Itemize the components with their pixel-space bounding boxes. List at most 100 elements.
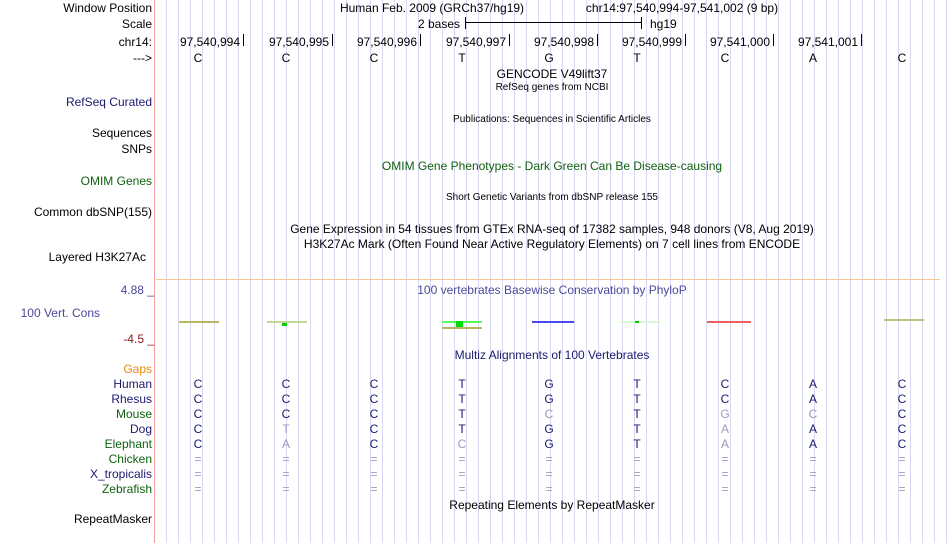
alignment-base: T [282,422,290,436]
track-title-h3k27ac[interactable]: H3K27Ac Mark (Often Found Near Active Re… [303,237,801,251]
label-window-position[interactable]: Window Position [63,1,152,15]
alignment-base: = [898,467,906,481]
alignment-base: C [720,392,730,406]
alignment-base: T [633,377,641,391]
species-label-dog[interactable]: Dog [129,422,152,436]
track-title-publications[interactable]: Publications: Sequences in Scientific Ar… [453,114,651,125]
alignment-base: T [458,422,466,436]
label-scale[interactable]: Scale [121,17,152,31]
species-label-mouse[interactable]: Mouse [115,407,152,421]
phylop-bar [707,321,751,323]
alignment-base: = [458,467,466,481]
scale-bar [465,17,642,29]
alignment-base: = [898,482,906,496]
label-omim[interactable]: OMIM Genes [80,174,152,188]
alignment-base: T [633,407,641,421]
label-snps[interactable]: SNPs [121,142,152,156]
phylop-bar [532,321,574,323]
label-strand[interactable]: ---> [133,51,152,65]
alignment-base: = [633,467,641,481]
track-title-dbsnp[interactable]: Short Genetic Variants from dbSNP releas… [446,192,658,203]
position-tick [773,34,774,46]
label-divider [154,0,155,543]
species-label-elephant[interactable]: Elephant [104,437,152,451]
species-label-x_tropicalis[interactable]: X_tropicalis [89,467,152,481]
phylop-bar [179,321,219,323]
alignment-base: A [808,392,818,406]
region-title: chr14:97,540,994-97,541,002 (9 bp) [585,1,779,15]
phylop-bar [267,321,307,323]
position-tick [509,34,510,46]
label-repeatmasker[interactable]: RepeatMasker [73,512,152,526]
base-letter: G [544,51,554,65]
track-title-omim[interactable]: OMIM Gene Phenotypes - Dark Green Can Be… [381,159,723,173]
alignment-base: = [633,482,641,496]
species-label-zebrafish[interactable]: Zebrafish [101,482,152,496]
alignment-base: = [721,482,729,496]
alignment-base: C [720,377,730,391]
alignment-base: C [369,392,379,406]
track-title-gtex[interactable]: Gene Expression in 54 tissues from GTEx … [290,222,814,236]
alignment-base: G [544,422,554,436]
alignment-base: T [633,422,641,436]
alignment-base: = [545,452,553,466]
species-label-human[interactable]: Human [113,377,152,391]
alignment-base: T [458,377,466,391]
alignment-base: = [194,482,202,496]
alignment-base: A [720,437,730,451]
alignment-base: A [281,437,291,451]
alignment-base: = [809,482,817,496]
alignment-base: C [281,407,291,421]
alignment-base: C [897,407,907,421]
position-label: 97,541,000 [709,35,770,49]
alignment-base: = [721,452,729,466]
phylop-bar [442,327,482,329]
position-tick [861,34,862,46]
alignment-base: C [457,437,467,451]
alignment-base: = [545,467,553,481]
alignment-base: = [809,452,817,466]
alignment-base: C [193,407,203,421]
alignment-base: T [633,392,641,406]
position-label: 97,540,999 [621,35,682,49]
position-label: 97,540,996 [356,35,417,49]
alignment-base: C [897,437,907,451]
alignment-base: T [458,392,466,406]
base-letter: C [897,51,907,65]
alignment-base: A [808,377,818,391]
track-title-repeatmasker[interactable]: Repeating Elements by RepeatMasker [449,498,655,512]
label-refseq[interactable]: RefSeq Curated [65,95,152,109]
alignment-base: C [808,407,818,421]
track-title-phylop[interactable]: 100 vertebrates Basewise Conservation by… [417,283,687,297]
alignment-base: C [193,437,203,451]
alignment-base: = [370,467,378,481]
alignment-base: G [544,437,554,451]
alignment-base: = [458,482,466,496]
base-letter: T [633,51,641,65]
label-sequences[interactable]: Sequences [91,126,152,140]
species-label-rhesus[interactable]: Rhesus [111,392,152,406]
species-label-chicken[interactable]: Chicken [108,452,152,466]
alignment-base: C [897,422,907,436]
scale-db: hg19 [650,17,677,31]
cons-max: 4.88 _ [120,283,154,297]
alignment-base: = [282,467,290,481]
phylop-bar [884,319,924,321]
alignment-base: C [369,422,379,436]
label-chrom[interactable]: chr14: [118,35,152,49]
track-title-multiz[interactable]: Multiz Alignments of 100 Vertebrates [454,348,650,362]
label-h3k27ac[interactable]: Layered H3K27Ac [48,250,146,264]
label-cons[interactable]: 100 Vert. Cons [20,306,100,320]
phylop-bar [456,321,463,327]
alignment-base: = [370,452,378,466]
track-title-refseq[interactable]: RefSeq genes from NCBI [495,82,609,93]
alignment-base: C [193,422,203,436]
alignment-base: = [458,452,466,466]
scale-text: 2 bases [417,17,460,31]
alignment-base: = [633,452,641,466]
track-separator [156,279,940,280]
track-title-gencode[interactable]: GENCODE V49lift37 [496,67,608,81]
position-label: 97,540,995 [268,35,329,49]
label-dbsnp[interactable]: Common dbSNP(155) [33,205,152,219]
cons-min: -4.5 _ [123,332,154,346]
